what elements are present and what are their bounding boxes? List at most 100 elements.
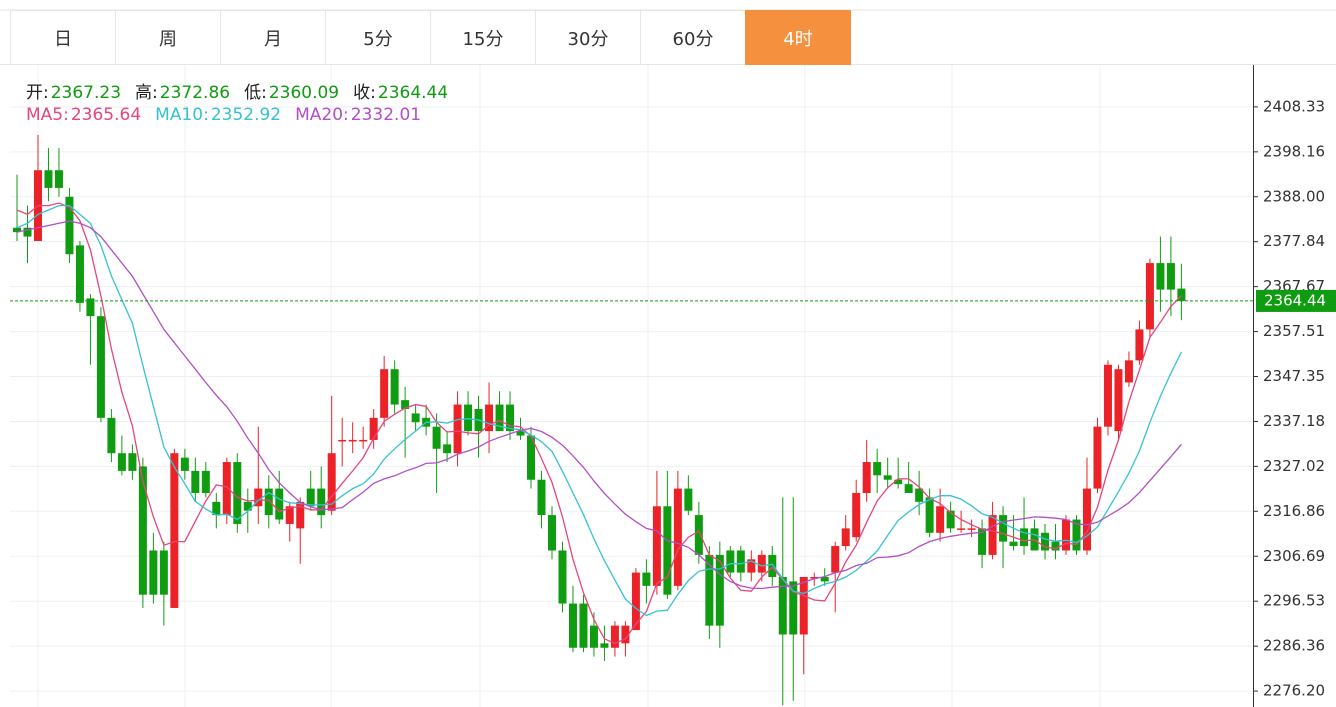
- ohlc-value: 2372.86: [159, 83, 231, 103]
- candle-body: [23, 227, 32, 237]
- candle-body: [107, 417, 116, 454]
- candle-body: [915, 488, 924, 502]
- candle-body: [1156, 263, 1165, 290]
- candle-body: [631, 572, 640, 631]
- candle-body: [1082, 488, 1091, 551]
- candle-body: [778, 577, 787, 635]
- y-tick-label: 2286.36: [1263, 637, 1325, 655]
- candle-body: [663, 506, 672, 595]
- candle-body: [841, 528, 850, 547]
- candle-body: [547, 515, 556, 551]
- candle-body: [736, 550, 745, 573]
- candle-body: [894, 479, 903, 485]
- candle-body: [1177, 288, 1186, 301]
- period-tab[interactable]: 5分: [325, 10, 430, 65]
- candle-body: [925, 497, 934, 533]
- candle-body: [1166, 263, 1175, 290]
- ohlc-item: 收: 2364.44: [353, 78, 448, 103]
- y-tick-label: 2357.51: [1263, 322, 1325, 340]
- period-tab[interactable]: 月: [220, 10, 325, 65]
- candle-body: [296, 501, 305, 529]
- candle-body: [946, 510, 955, 529]
- candle-body: [275, 488, 284, 520]
- candle-body: [652, 506, 661, 586]
- candle-body: [904, 484, 913, 493]
- candle-body: [432, 426, 441, 449]
- candle-body: [936, 506, 945, 533]
- candle-body: [1051, 541, 1060, 551]
- period-tab[interactable]: 4时: [745, 10, 851, 65]
- candle-body: [359, 439, 368, 442]
- candle-body: [159, 550, 168, 595]
- candle-body: [516, 431, 525, 436]
- ohlc-value: 2364.44: [377, 83, 449, 103]
- candle-body: [254, 488, 263, 507]
- candle-body: [831, 546, 840, 573]
- candle-body: [1009, 541, 1018, 547]
- candle-body: [967, 528, 976, 530]
- ma-value: 2352.92: [210, 105, 282, 125]
- y-tick-label: 2347.35: [1263, 367, 1325, 385]
- candle-body: [862, 462, 871, 493]
- candle-body: [673, 488, 682, 586]
- candle-body: [768, 554, 777, 578]
- ohlc-value: 2367.23: [50, 83, 122, 103]
- candle-body: [1020, 528, 1029, 547]
- candle-body: [642, 572, 651, 586]
- candle-body: [317, 488, 326, 516]
- candle-body: [1072, 519, 1081, 551]
- candle-body: [684, 488, 693, 511]
- candle-body: [233, 462, 242, 524]
- period-tab[interactable]: 60分: [640, 10, 745, 65]
- candle-body: [610, 625, 619, 648]
- ohlc-item: 低: 2360.09: [244, 78, 339, 103]
- candle-body: [558, 550, 567, 604]
- candle-body: [369, 417, 378, 440]
- ohlc-label: 高:: [135, 83, 158, 103]
- ma-line: [16, 220, 1182, 590]
- candle-body: [810, 577, 819, 579]
- candle-body: [401, 400, 410, 409]
- candle-body: [978, 528, 987, 555]
- ohlc-value: 2360.09: [268, 83, 340, 103]
- ma-item: MA20: 2332.01: [295, 105, 421, 125]
- candle-body: [1093, 426, 1102, 489]
- ma-value: 2332.01: [350, 105, 422, 125]
- ohlc-label: 收:: [353, 83, 376, 103]
- y-tick-label: 2337.18: [1263, 412, 1325, 430]
- candle-body: [1124, 360, 1133, 383]
- ma-item: MA5: 2365.64: [26, 105, 141, 125]
- candle-body: [75, 245, 84, 303]
- last-price-box: [1256, 289, 1336, 312]
- candle-body: [96, 316, 105, 418]
- ma-legend: MA5: 2365.64 MA10: 2352.92 MA20: 2332.01: [26, 105, 421, 125]
- candle-body: [13, 227, 21, 233]
- period-tab[interactable]: 日: [10, 10, 115, 65]
- ma-name: MA5:: [26, 105, 69, 125]
- candle-body: [873, 462, 882, 476]
- period-tab[interactable]: 周: [115, 10, 220, 65]
- y-tick-label: 2296.53: [1263, 592, 1325, 610]
- candle-body: [1041, 532, 1050, 551]
- candle-body: [170, 453, 179, 608]
- candle-body: [306, 488, 315, 507]
- candle-body: [789, 581, 798, 635]
- candle-body: [191, 470, 200, 493]
- ohlc-label: 低:: [244, 83, 267, 103]
- y-tick-label: 2306.69: [1263, 547, 1325, 565]
- candle-body: [327, 453, 336, 511]
- candle-body: [149, 550, 158, 595]
- candle-body: [390, 369, 399, 405]
- candle-body: [694, 515, 703, 555]
- candle-body: [138, 466, 147, 595]
- ohlc-item: 高: 2372.86: [135, 78, 230, 103]
- candle-body: [852, 493, 861, 538]
- y-tick-label: 2327.02: [1263, 457, 1325, 475]
- candle-body: [537, 479, 546, 516]
- candle-body: [285, 506, 294, 524]
- candle-body: [54, 170, 63, 188]
- period-tab[interactable]: 15分: [430, 10, 535, 65]
- candle-body: [705, 554, 714, 626]
- period-tab[interactable]: 30分: [535, 10, 640, 65]
- y-tick-label: 2398.16: [1263, 142, 1325, 160]
